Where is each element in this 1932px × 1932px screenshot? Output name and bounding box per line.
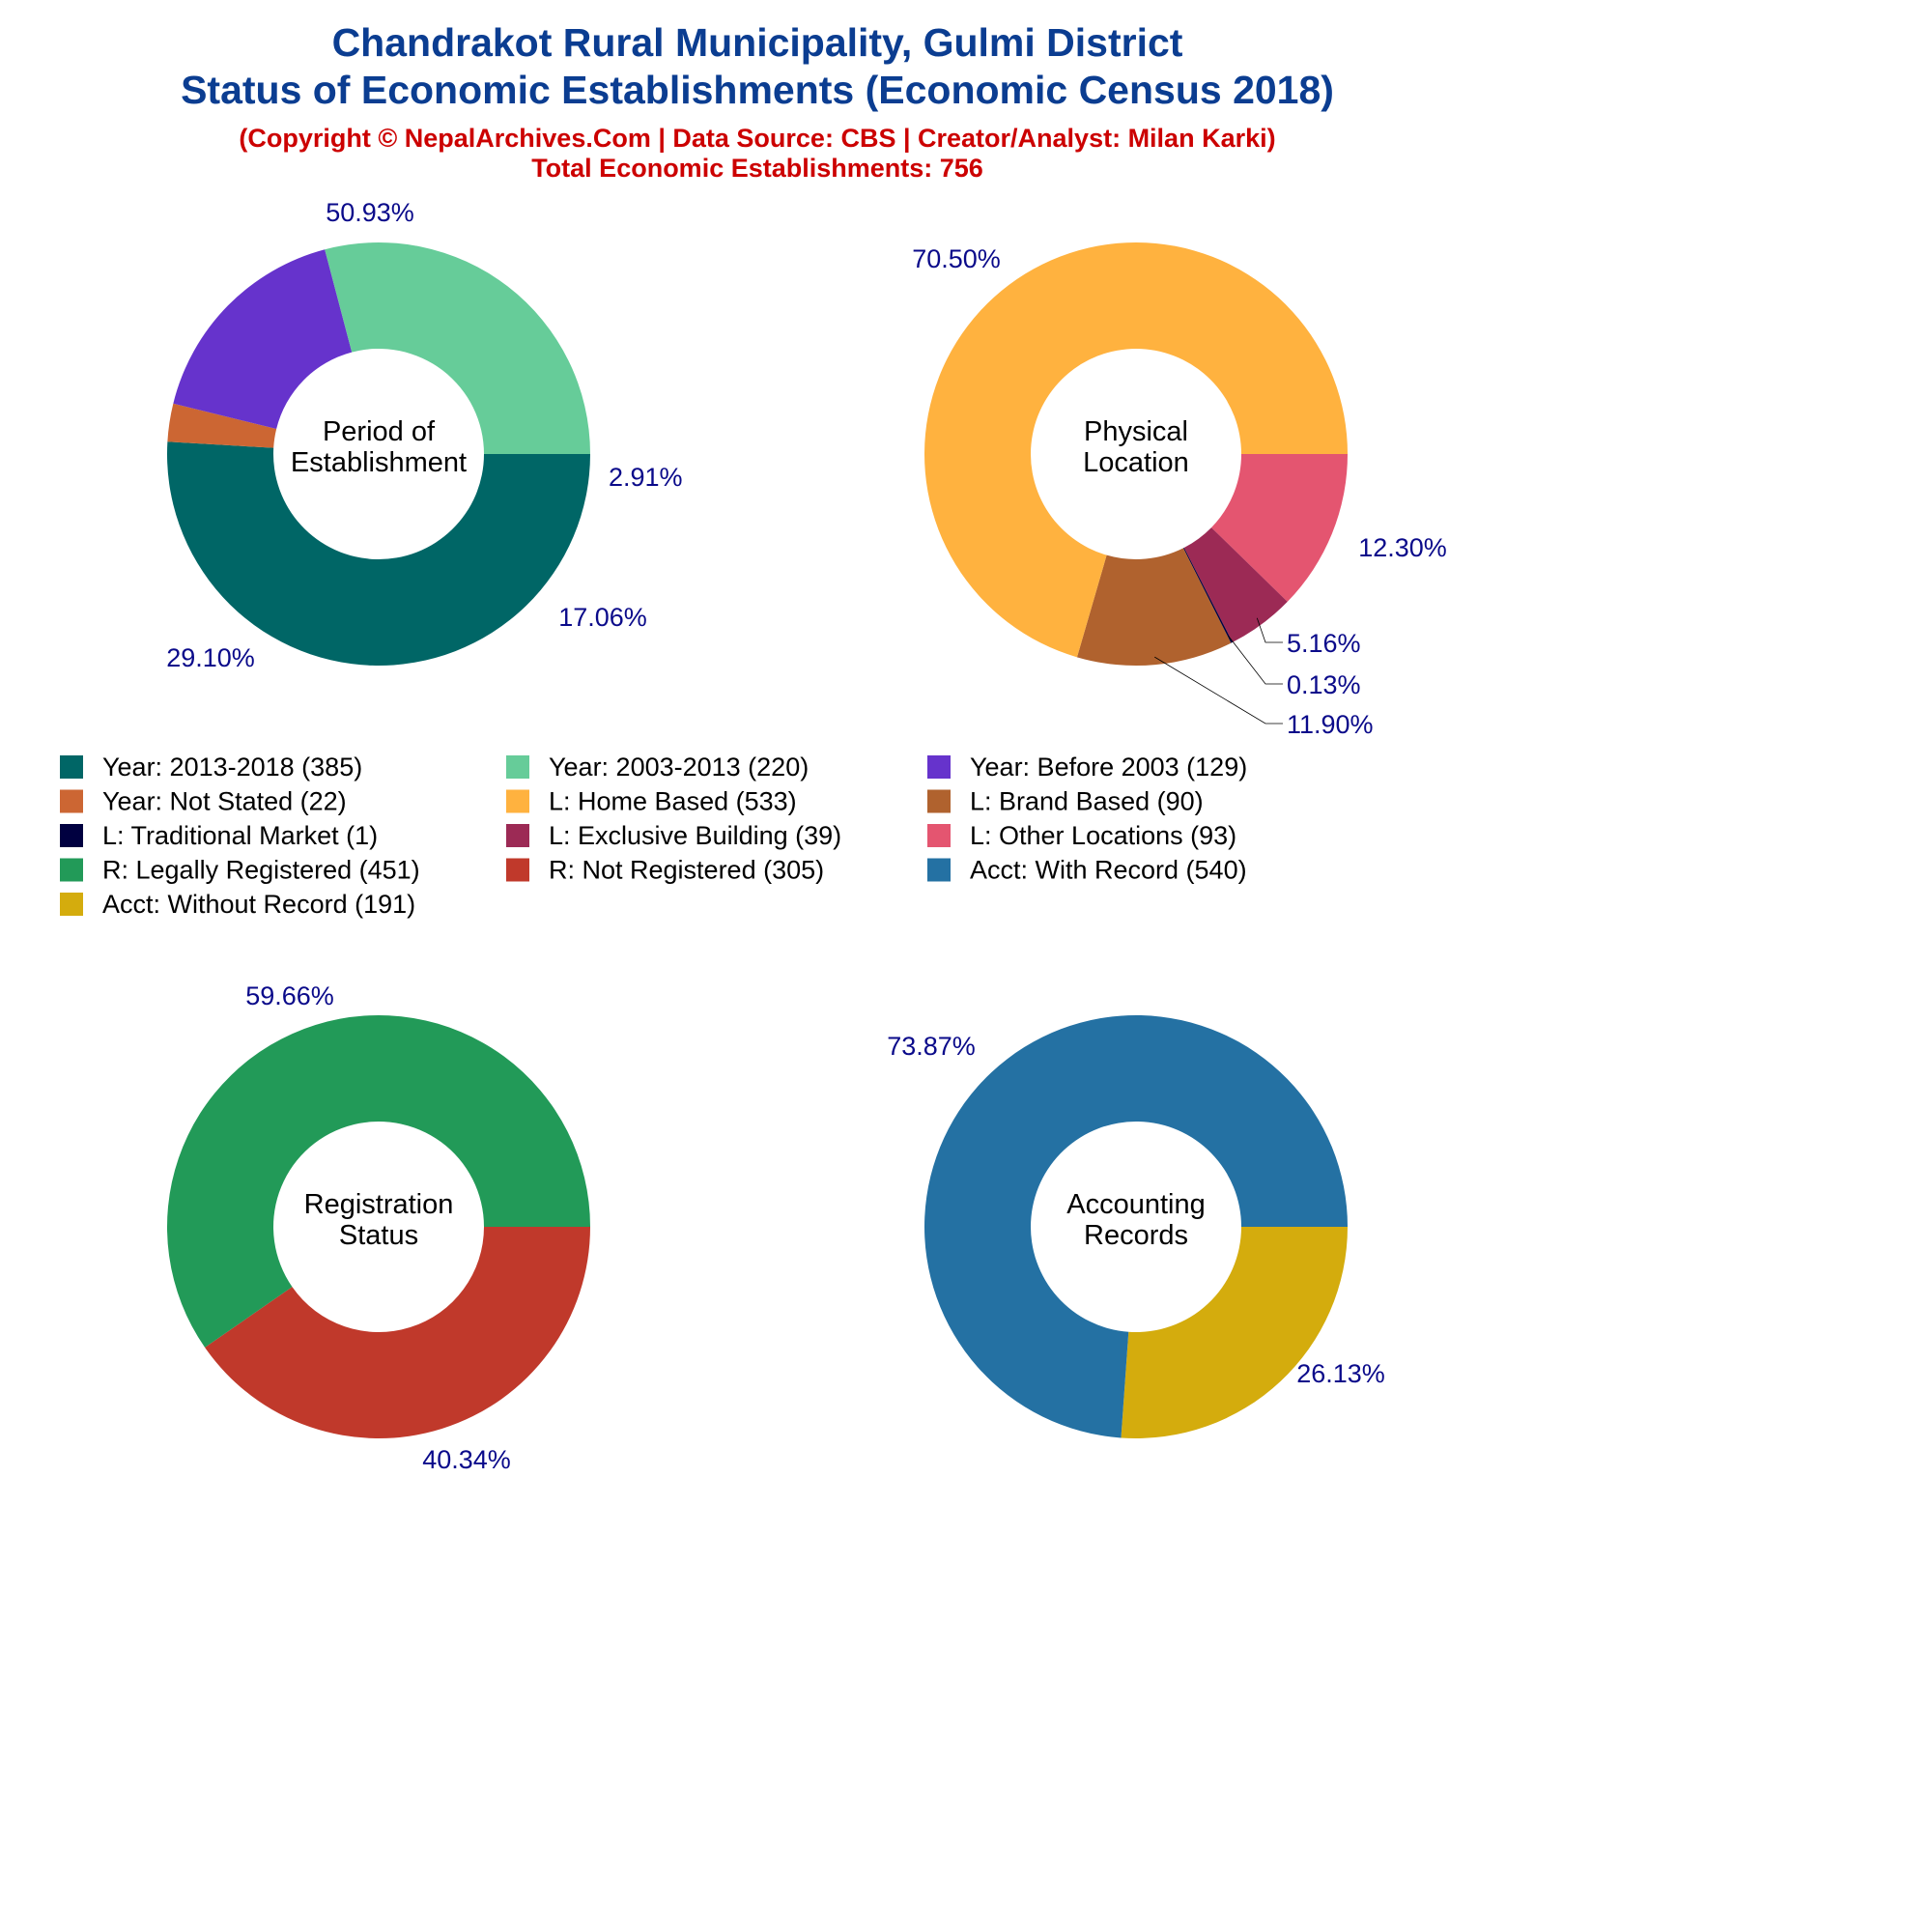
legend-label: Acct: With Record (540) bbox=[970, 856, 1247, 885]
legend-swatch bbox=[506, 858, 529, 882]
slice-l-other-locations bbox=[1211, 454, 1348, 602]
slice-year-not-stated bbox=[167, 403, 277, 448]
legend-item-l-brand-based-90: L: Brand Based (90) bbox=[927, 787, 1204, 816]
donut-chart-period-of-establishment: 50.93% 2.91% 17.06% 29.10% Period ofEstablis… bbox=[166, 198, 682, 672]
legend-label: R: Legally Registered (451) bbox=[102, 856, 420, 885]
slice-acct-with-record bbox=[923, 1014, 1348, 1438]
percent-label-r-legally-registered: 59.66% bbox=[245, 981, 334, 1010]
center-label-line: Status bbox=[339, 1220, 418, 1251]
slice-l-exclusive-building bbox=[1183, 527, 1288, 642]
legend-label: R: Not Registered (305) bbox=[549, 856, 824, 885]
legend-label: L: Other Locations (93) bbox=[970, 821, 1236, 850]
center-label-line: Records bbox=[1084, 1220, 1188, 1251]
leader-line-l-brand-based bbox=[1154, 656, 1283, 724]
leader-line-l-traditional-market bbox=[1228, 635, 1283, 685]
center-label-line: Physical bbox=[1084, 416, 1188, 447]
donut-charts: 50.93% 2.91% 17.06% 29.10% Period ofEstablis… bbox=[166, 198, 1447, 1474]
center-label-line: Location bbox=[1083, 447, 1189, 478]
percent-label-acct-without-record: 26.13% bbox=[1296, 1359, 1385, 1388]
legend-item-l-traditional-market-1: L: Traditional Market (1) bbox=[60, 821, 378, 850]
center-label-line: Accounting bbox=[1066, 1189, 1206, 1220]
slice-l-brand-based bbox=[1076, 548, 1232, 666]
slice-l-traditional-market bbox=[1182, 547, 1233, 643]
legend-item-r-legally-registered-451: R: Legally Registered (451) bbox=[60, 856, 420, 885]
legend: Year: 2013-2018 (385) Year: 2003-2013 (22… bbox=[60, 753, 1247, 919]
legend-item-year-before-2003-129: Year: Before 2003 (129) bbox=[927, 753, 1247, 781]
percent-label-l-traditional-market: 0.13% bbox=[1287, 670, 1361, 699]
legend-swatch bbox=[506, 789, 529, 813]
percent-label-year-not-stated: 2.91% bbox=[609, 463, 683, 492]
legend-swatch bbox=[927, 789, 951, 813]
legend-label: L: Exclusive Building (39) bbox=[549, 821, 841, 850]
legend-label: Year: 2003-2013 (220) bbox=[549, 753, 809, 781]
legend-swatch bbox=[60, 755, 83, 779]
legend-swatch bbox=[506, 824, 529, 847]
percent-label-l-exclusive-building: 5.16% bbox=[1287, 629, 1361, 658]
legend-item-r-not-registered-305: R: Not Registered (305) bbox=[506, 856, 824, 885]
leader-line-l-exclusive-building bbox=[1256, 617, 1283, 643]
chart-title-line-2: Status of Economic Establishments (Econo… bbox=[181, 68, 1334, 112]
chart-page: Chandrakot Rural Municipality, Gulmi Dis… bbox=[60, 20, 1447, 1474]
percent-label-year-before-2003: 17.06% bbox=[558, 603, 647, 632]
legend-label: Year: Before 2003 (129) bbox=[970, 753, 1247, 781]
percent-label-year-2003-2013: 29.10% bbox=[166, 643, 255, 672]
legend-swatch bbox=[60, 858, 83, 882]
slice-year-2013-2018 bbox=[166, 441, 590, 667]
slice-r-not-registered bbox=[205, 1227, 590, 1438]
legend-swatch bbox=[60, 893, 83, 916]
percent-label-acct-with-record: 73.87% bbox=[887, 1032, 976, 1061]
legend-label: Acct: Without Record (191) bbox=[102, 890, 415, 919]
center-label-line: Establishment bbox=[291, 447, 467, 478]
slice-acct-without-record bbox=[1121, 1227, 1348, 1438]
legend-item-year-not-stated-22: Year: Not Stated (22) bbox=[60, 787, 347, 816]
slice-year-before-2003 bbox=[173, 249, 353, 429]
legend-item-year-2013-2018-385: Year: 2013-2018 (385) bbox=[60, 753, 362, 781]
percent-label-l-home-based: 70.50% bbox=[912, 244, 1001, 273]
donut-chart-physical-location: 12.30% 5.16% 0.13% 11.90% 70.50% PhysicalLoca… bbox=[912, 242, 1447, 739]
legend-label: L: Traditional Market (1) bbox=[102, 821, 378, 850]
legend-label: L: Home Based (533) bbox=[549, 787, 797, 816]
percent-label-l-brand-based: 11.90% bbox=[1287, 710, 1374, 739]
legend-item-acct-without-record-191: Acct: Without Record (191) bbox=[60, 890, 415, 919]
total-establishments: Total Economic Establishments: 756 bbox=[531, 154, 983, 183]
percent-label-r-not-registered: 40.34% bbox=[422, 1445, 511, 1474]
legend-item-l-other-locations-93: L: Other Locations (93) bbox=[927, 821, 1236, 850]
legend-swatch bbox=[927, 824, 951, 847]
center-label-line: Registration bbox=[304, 1189, 454, 1220]
legend-swatch bbox=[60, 789, 83, 813]
legend-label: L: Brand Based (90) bbox=[970, 787, 1204, 816]
legend-swatch bbox=[506, 755, 529, 779]
chart-canvas: Chandrakot Rural Municipality, Gulmi Dis… bbox=[60, 20, 1447, 1474]
percent-label-l-other-locations: 12.30% bbox=[1358, 533, 1447, 562]
slice-r-legally-registered bbox=[166, 1015, 591, 1348]
legend-label: Year: 2013-2018 (385) bbox=[102, 753, 362, 781]
center-label-line: Period of bbox=[323, 416, 436, 447]
legend-swatch bbox=[927, 858, 951, 882]
legend-swatch bbox=[60, 824, 83, 847]
percent-label-year-2013-2018: 50.93% bbox=[326, 198, 414, 227]
slice-l-home-based bbox=[923, 242, 1348, 658]
legend-item-l-home-based-533: L: Home Based (533) bbox=[506, 787, 797, 816]
slice-year-2003-2013 bbox=[325, 242, 590, 454]
copyright-note: (Copyright © NepalArchives.Com | Data So… bbox=[239, 124, 1275, 153]
legend-item-acct-with-record-540: Acct: With Record (540) bbox=[927, 856, 1247, 885]
legend-label: Year: Not Stated (22) bbox=[102, 787, 347, 816]
legend-item-year-2003-2013-220: Year: 2003-2013 (220) bbox=[506, 753, 809, 781]
legend-swatch bbox=[927, 755, 951, 779]
chart-title-line-1: Chandrakot Rural Municipality, Gulmi Dis… bbox=[332, 20, 1183, 65]
legend-item-l-exclusive-building-39: L: Exclusive Building (39) bbox=[506, 821, 841, 850]
